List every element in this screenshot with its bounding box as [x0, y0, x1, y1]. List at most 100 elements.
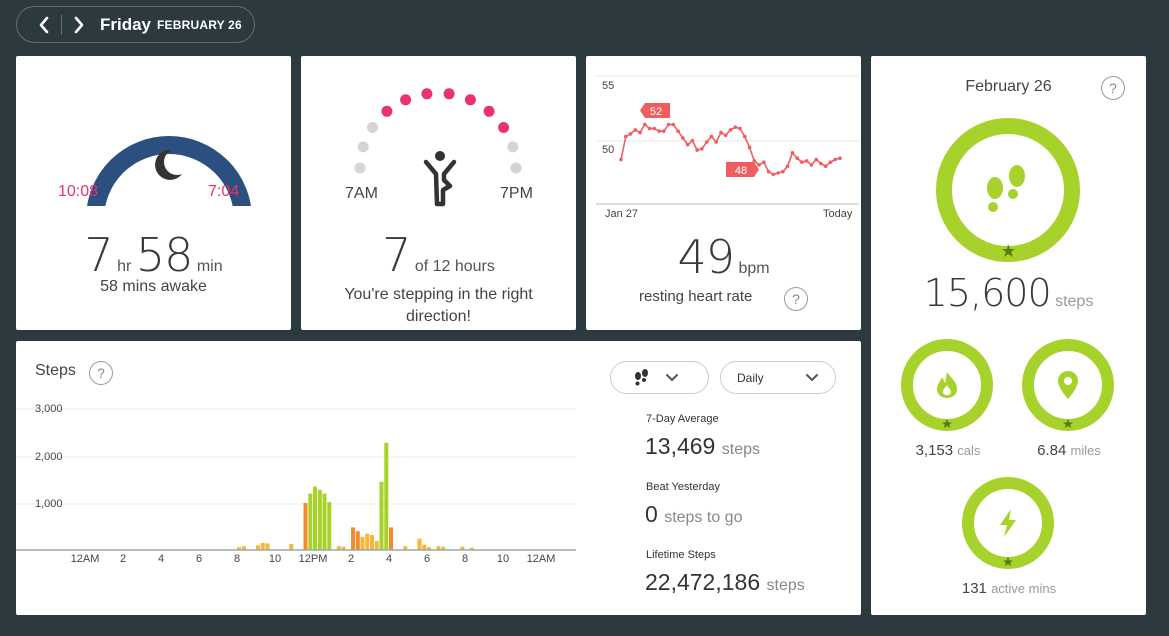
- heart-rate-point: [700, 147, 704, 151]
- heart-rate-point: [690, 138, 695, 143]
- hourly-activity-tile[interactable]: 7AM 7PM 7 of 12 hours You're stepping in…: [301, 56, 576, 330]
- heart-rate-point: [833, 157, 837, 162]
- hour-dot: [507, 141, 519, 153]
- chevron-down-icon: [806, 373, 818, 381]
- chevron-left-icon: [39, 16, 49, 33]
- heart-rate-point: [838, 156, 842, 160]
- heart-rate-point: [695, 148, 699, 152]
- step-bar: [317, 489, 322, 550]
- previous-day-button[interactable]: [31, 12, 57, 38]
- heart-rate-point: [714, 140, 718, 144]
- flame-icon: [937, 372, 957, 398]
- heart-rate-help-icon[interactable]: ?: [784, 287, 808, 311]
- heart-rate-point: [666, 122, 671, 127]
- heart-rate-point: [704, 140, 709, 144]
- step-bar: [379, 481, 384, 550]
- max-hr-badge: 52: [640, 103, 670, 118]
- y-label-2000: 2,000: [35, 451, 63, 463]
- step-bar: [327, 502, 332, 550]
- heart-rate-point: [728, 128, 733, 132]
- step-bar: [313, 486, 317, 551]
- divider: [61, 14, 62, 35]
- heart-rate-point: [681, 136, 685, 140]
- heart-rate-point: [785, 164, 790, 169]
- steps-ring: [936, 118, 1080, 262]
- x-axis-label: 2: [347, 553, 355, 565]
- active-minutes-stat: 131 active mins: [939, 580, 1079, 597]
- heart-rate-point: [776, 171, 780, 175]
- sleep-end-time: 7:04: [208, 183, 240, 200]
- steps-chart-title: Steps: [35, 362, 76, 379]
- summary-help-icon[interactable]: ?: [1101, 76, 1125, 100]
- hr-axis-55: 55: [602, 80, 615, 92]
- heart-rate-value-row: 49 bpm: [586, 230, 861, 284]
- distance-value: 6.84: [1037, 442, 1067, 459]
- heart-rate-point: [762, 160, 766, 164]
- step-bar: [469, 547, 474, 551]
- min-hr-badge: 48: [726, 162, 759, 177]
- metric-dropdown[interactable]: [610, 361, 709, 394]
- step-bar: [341, 546, 346, 550]
- hourly-dots: [354, 88, 522, 174]
- x-axis-label: 6: [423, 553, 431, 565]
- steps-total-value: 15,600: [923, 271, 1052, 315]
- footsteps-icon: [987, 165, 1025, 212]
- heart-rate-point: [766, 169, 771, 174]
- step-bar: [422, 544, 427, 550]
- hour-dot: [354, 162, 366, 174]
- period-dropdown-value: Daily: [737, 370, 764, 385]
- x-axis-label: 12AM: [70, 553, 100, 565]
- steps-bar-chart: [16, 408, 576, 551]
- beat-yesterday-label: Beat Yesterday: [646, 481, 721, 493]
- hourly-start-label: 7AM: [345, 185, 378, 202]
- heart-rate-point: [652, 126, 657, 131]
- heart-rate-point: [747, 145, 752, 150]
- calories-value: 3,153: [915, 442, 954, 459]
- heart-rate-point: [647, 126, 652, 131]
- steps-summary-tile[interactable]: February 26 ? 15,600 steps 3,153 cals 6.…: [871, 56, 1146, 615]
- step-bar: [427, 547, 431, 550]
- sleep-tile[interactable]: 10:08 7:04 7 hr 58 min 58 mins awake: [16, 56, 291, 330]
- sleep-duration: 7 hr 58 min: [16, 228, 291, 282]
- lifetime-steps: 22,472,186 steps: [645, 569, 805, 596]
- step-bar: [384, 442, 389, 550]
- beat-yesterday-value: 0: [645, 501, 658, 527]
- x-axis-label: 10: [496, 553, 510, 565]
- min-hr-label: 48: [735, 165, 747, 177]
- heart-rate-point: [823, 164, 828, 169]
- hr-axis-end: Today: [823, 208, 853, 220]
- step-bar: [436, 546, 441, 550]
- beat-yesterday-unit: steps to go: [664, 509, 743, 526]
- date-navigator: Friday FEBRUARY 26: [16, 6, 255, 43]
- hourly-count: 7 of 12 hours: [301, 228, 576, 282]
- step-bar: [303, 503, 308, 550]
- step-bar: [389, 527, 393, 550]
- heart-rate-point: [819, 161, 823, 166]
- seven-day-average-unit: steps: [721, 441, 760, 458]
- sleep-hours-unit: hr: [117, 258, 132, 275]
- x-axis-label: 12PM: [298, 553, 328, 565]
- heart-rate-point: [685, 142, 690, 147]
- step-bar: [237, 547, 241, 550]
- step-bar: [417, 538, 422, 550]
- heart-rate-point: [814, 157, 818, 162]
- heart-rate-point: [643, 122, 647, 127]
- y-label-1000: 1,000: [35, 498, 63, 510]
- heart-rate-point: [790, 151, 795, 155]
- steps-total-unit: steps: [1055, 293, 1094, 310]
- hour-dot: [366, 122, 378, 133]
- step-bar: [365, 533, 370, 550]
- step-bar: [374, 541, 379, 550]
- heart-rate-label: resting heart rate: [639, 288, 753, 305]
- step-bar: [308, 493, 313, 550]
- period-dropdown[interactable]: Daily: [720, 361, 836, 394]
- heart-rate-tile[interactable]: 52 48 55 50 Jan 27 Today 49 bpm resting …: [586, 56, 861, 330]
- calories-ring: [901, 339, 993, 431]
- next-day-button[interactable]: [66, 12, 92, 38]
- location-pin-icon: [1058, 371, 1078, 399]
- heart-rate-point: [743, 134, 747, 139]
- step-bar: [265, 543, 270, 550]
- steps-chart-help-icon[interactable]: ?: [89, 361, 113, 385]
- sleep-minutes-unit: min: [196, 258, 223, 275]
- calories-stat: 3,153 cals: [888, 442, 1008, 459]
